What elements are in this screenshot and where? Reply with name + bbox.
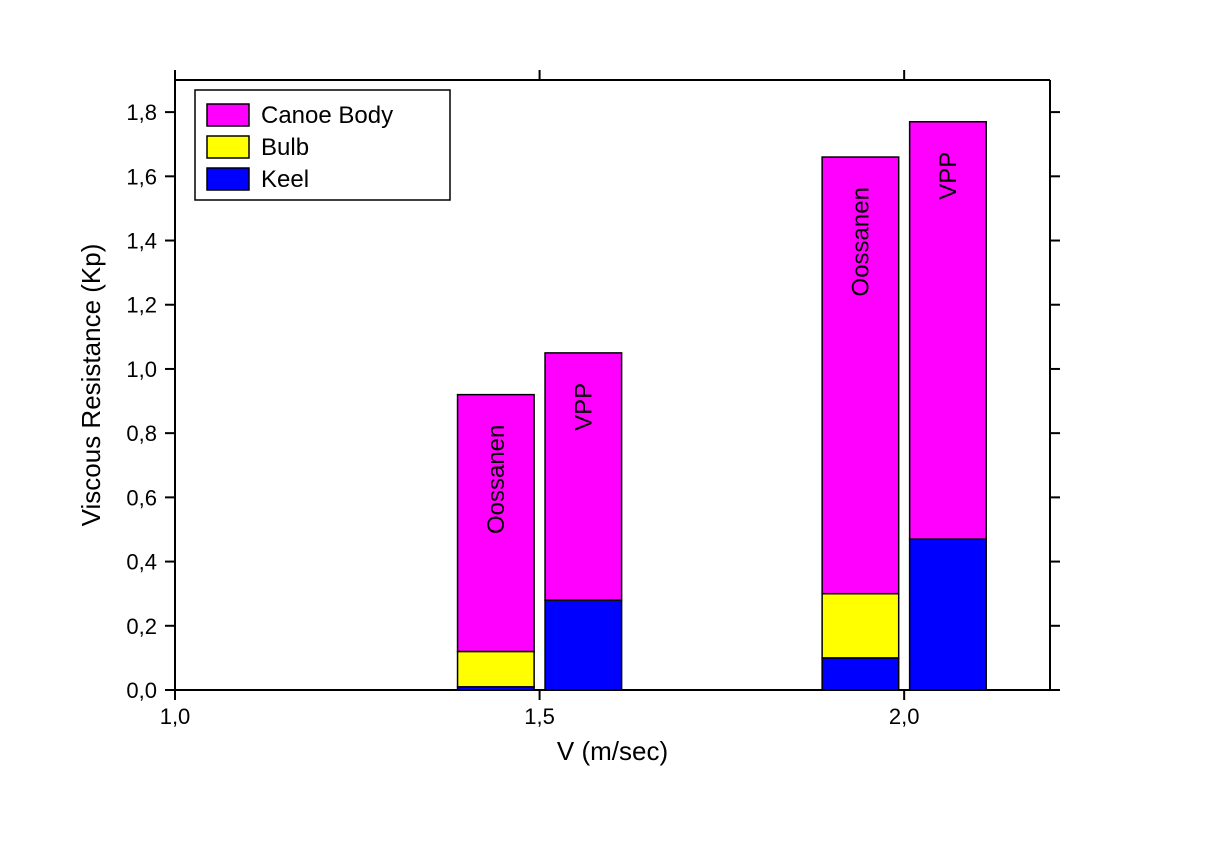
viscous-resistance-chart: 1,0 1,5 2,0 V (m/sec) 0,0 0,2 0,4 0,6 0,8 1,0 1,2 1…: [0, 0, 1228, 860]
x-axis-label: V (m/sec): [557, 736, 668, 766]
bar-label: Oossanen: [483, 425, 510, 534]
bar-segment-bulb: [458, 651, 535, 686]
bar-label: VPP: [935, 152, 962, 200]
bar-segment-bulb: [822, 594, 899, 658]
bar-label: Oossanen: [847, 187, 874, 296]
x-tick-label: 2,0: [889, 704, 920, 729]
x-tick-label: 1,0: [160, 704, 191, 729]
y-tick-label: 1,8: [126, 100, 157, 125]
legend-swatch-bulb: [207, 136, 249, 158]
bar-segment-keel: [822, 658, 899, 690]
chart-container: 1,0 1,5 2,0 V (m/sec) 0,0 0,2 0,4 0,6 0,8 1,0 1,2 1…: [0, 0, 1228, 860]
y-tick-label: 0,6: [126, 485, 157, 510]
y-tick-label: 1,0: [126, 357, 157, 382]
y-tick-label: 1,4: [126, 229, 157, 254]
bar-segment-keel: [910, 539, 987, 690]
bar-segment-keel: [545, 600, 622, 690]
bar-label: VPP: [570, 383, 597, 431]
legend-swatch-keel: [207, 168, 249, 190]
y-tick-label: 0,4: [126, 550, 157, 575]
y-tick-label: 0,0: [126, 678, 157, 703]
legend-label: Canoe Body: [261, 102, 393, 129]
x-tick-label: 1,5: [524, 704, 555, 729]
legend-swatch-canoe: [207, 104, 249, 126]
y-tick-label: 0,2: [126, 614, 157, 639]
y-tick-label: 1,6: [126, 164, 157, 189]
legend-label: Bulb: [261, 134, 309, 161]
legend-label: Keel: [261, 166, 309, 193]
y-axis-label: Viscous Resistance (Kp): [76, 244, 106, 527]
y-tick-label: 1,2: [126, 293, 157, 318]
y-tick-label: 0,8: [126, 421, 157, 446]
